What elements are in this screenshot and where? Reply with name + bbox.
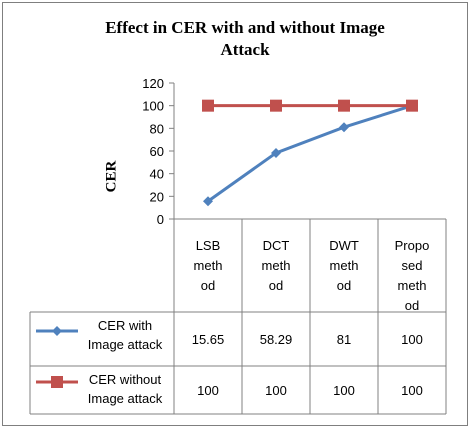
category-label: DCT [263,238,290,253]
legend-label: CER with [98,318,152,333]
data-label: 100 [265,383,287,398]
legend-marker [51,376,63,388]
chart-title-line-2: Attack [220,40,270,59]
y-tick-label: 20 [150,189,164,204]
y-tick-label: 40 [150,167,164,182]
category-label: meth [194,258,223,273]
category-label: od [269,278,283,293]
data-label: 100 [333,383,355,398]
data-point [406,99,418,112]
legend-label: Image attack [88,337,163,352]
category-label: sed [402,258,423,273]
data-label: 100 [401,332,423,347]
category-label: od [201,278,215,293]
y-tick-label: 120 [142,76,164,91]
category-label: od [405,298,419,313]
legend-label: CER without [89,372,162,387]
data-label: 15.65 [192,332,225,347]
category-label: od [337,278,351,293]
data-label: 100 [197,383,219,398]
category-label: Propo [395,238,430,253]
legend-marker [52,326,62,336]
y-tick-label: 100 [142,99,164,114]
data-label: 81 [337,332,351,347]
data-point [270,99,282,112]
chart-frame [2,2,468,426]
data-label: 100 [401,383,423,398]
data-point [203,196,213,207]
data-point [338,99,350,112]
series-line [207,104,413,203]
data-point [271,147,281,158]
y-tick-label: 0 [157,212,164,227]
chart-title-line-1: Effect in CER with and without Image [105,18,385,37]
y-tick-label: 60 [150,144,164,159]
data-point [202,99,214,112]
category-label: LSB [196,238,221,253]
legend-label: Image attack [88,391,163,406]
category-label: meth [330,258,359,273]
data-point [339,122,349,133]
category-label: meth [398,278,427,293]
category-label: DWT [329,238,359,253]
data-label: 58.29 [260,332,293,347]
y-tick-label: 80 [150,121,164,136]
category-label: meth [262,258,291,273]
